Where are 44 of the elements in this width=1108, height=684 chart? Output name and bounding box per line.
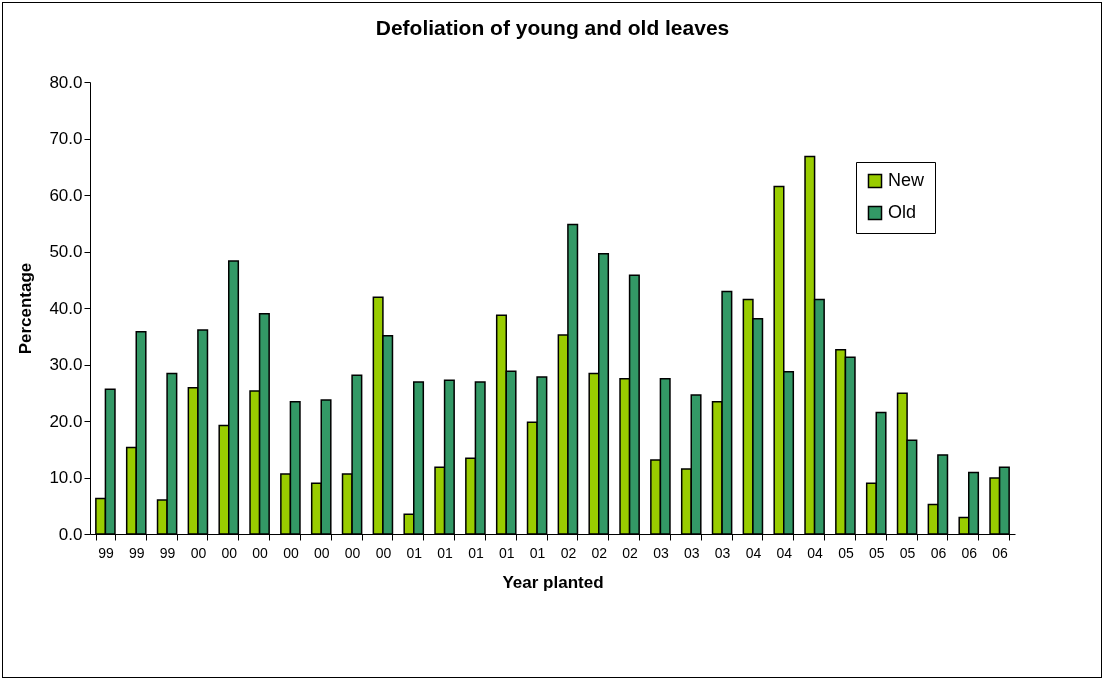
x-tick-label: 05 [899,544,916,561]
x-tick-label: 00 [221,544,238,561]
x-tick-label: 00 [252,544,269,561]
x-tick-label: 00 [344,544,361,561]
x-tick-label: 00 [190,544,207,561]
x-tick-label: 99 [159,544,176,561]
x-tick-label: 04 [745,544,762,561]
x-tick-label: 06 [992,544,1009,561]
y-tick-label: 50.0 [49,242,83,261]
x-tick-label: 05 [838,544,854,561]
y-axis-title: Percentage [16,262,36,355]
x-tick-label: 02 [622,544,639,561]
y-tick-label: 0.0 [58,524,83,544]
x-tick-label: 99 [98,544,114,561]
x-tick-label: 02 [591,544,608,561]
x-tick-label: 99 [128,544,145,561]
x-tick-label: 03 [714,544,731,561]
x-tick-label: 00 [283,544,299,561]
x-tick-label: 01 [406,544,423,561]
x-tick-label: 04 [807,544,824,561]
x-tick-label: 01 [468,544,484,561]
y-tick-label: 20.0 [49,411,83,431]
y-tick-label: 80.0 [49,72,83,92]
x-tick-label: 05 [868,544,885,561]
x-tick-label: 00 [375,544,392,561]
x-tick-label: 03 [683,544,700,561]
y-tick-label: 30.0 [49,355,83,374]
x-tick-label: 06 [930,544,947,561]
x-tick-label: 01 [529,544,546,561]
y-tick-label: 60.0 [49,185,83,205]
x-tick-label: 00 [313,544,330,561]
y-tick-label: 40.0 [49,298,83,318]
y-tick-label: 70.0 [49,129,83,148]
x-axis-title: Year planted [502,572,604,592]
y-tick-label: 10.0 [49,468,83,487]
x-tick-label: 01 [437,544,454,561]
x-tick-label: 02 [560,544,577,561]
x-tick-label: 04 [776,544,793,561]
x-tick-label: 03 [653,544,669,561]
x-tick-label: 01 [498,544,515,561]
legend-label: Old [888,202,917,222]
chart-title: Defoliation of young and old leaves [375,16,730,39]
x-tick-label: 06 [961,544,978,561]
legend-label: New [888,170,926,190]
